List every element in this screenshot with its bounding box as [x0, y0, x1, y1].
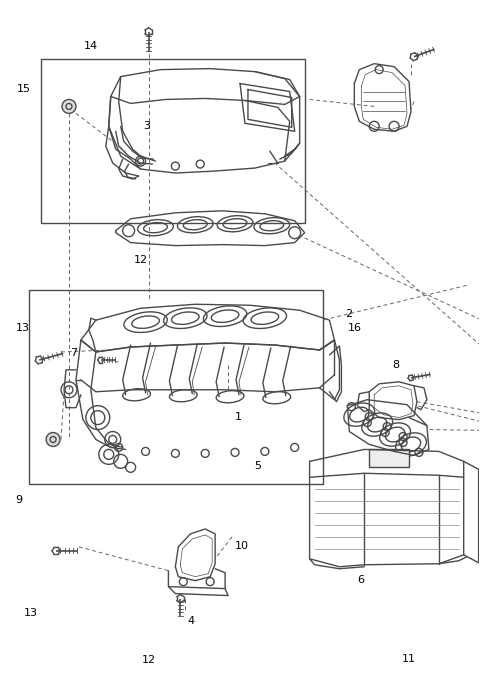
- Circle shape: [46, 433, 60, 447]
- Text: 11: 11: [402, 654, 416, 664]
- Text: 6: 6: [357, 575, 364, 584]
- Text: 8: 8: [393, 360, 400, 370]
- Text: 16: 16: [348, 323, 361, 332]
- Text: 10: 10: [235, 541, 249, 552]
- Text: 12: 12: [142, 654, 156, 665]
- Text: 13: 13: [16, 323, 30, 332]
- Circle shape: [62, 99, 76, 113]
- Bar: [41, 59, 305, 223]
- Text: 15: 15: [17, 84, 31, 94]
- Text: 7: 7: [71, 348, 78, 358]
- Text: 5: 5: [254, 461, 261, 471]
- Text: 9: 9: [16, 496, 23, 505]
- Text: 12: 12: [134, 255, 148, 265]
- Text: 13: 13: [24, 608, 38, 618]
- Text: 14: 14: [84, 41, 98, 51]
- Text: 4: 4: [188, 617, 194, 626]
- Bar: [29, 290, 323, 484]
- Text: 1: 1: [235, 412, 242, 422]
- Text: 3: 3: [144, 121, 151, 131]
- Text: 2: 2: [345, 309, 352, 318]
- Bar: [369, 449, 409, 468]
